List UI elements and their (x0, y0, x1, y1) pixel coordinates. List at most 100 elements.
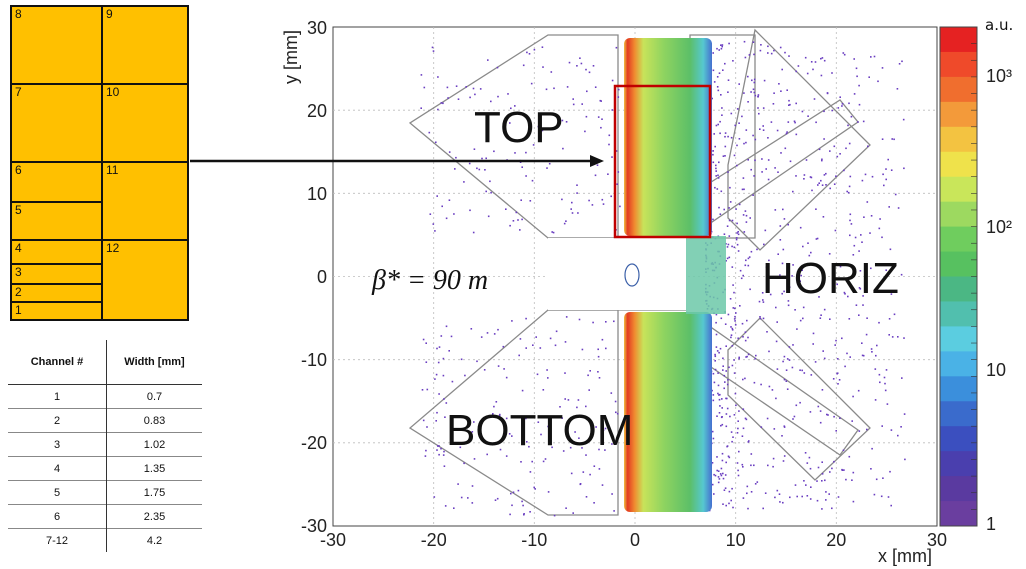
scatter-point (839, 96, 841, 98)
scatter-point (736, 164, 738, 167)
scatter-point (717, 481, 720, 484)
scatter-point (722, 69, 724, 71)
scatter-point (901, 60, 903, 63)
scatter-point (829, 318, 831, 320)
scatter-point (442, 374, 445, 377)
scatter-point (744, 377, 746, 380)
scatter-point (864, 173, 867, 176)
scatter-point (546, 167, 548, 169)
scatter-point (881, 236, 883, 239)
scatter-point (801, 495, 803, 498)
scatter-point (738, 410, 740, 412)
scatter-point (719, 120, 721, 123)
scatter-point (795, 175, 797, 177)
scatter-point (841, 105, 843, 107)
table-cell-width: 1.75 (106, 480, 202, 505)
y-tick-label: -20 (301, 433, 327, 453)
scatter-point (724, 155, 726, 157)
scatter-point (724, 62, 726, 65)
scatter-point (508, 433, 511, 435)
scatter-point (435, 141, 437, 144)
scatter-point (809, 467, 812, 470)
scatter-point (728, 42, 730, 45)
scatter-point (585, 496, 588, 498)
scatter-point (818, 148, 821, 151)
scatter-point (549, 337, 552, 340)
scatter-point (734, 315, 736, 318)
scatter-point (565, 316, 568, 318)
scatter-point (528, 129, 531, 132)
scatter-point (881, 67, 884, 69)
colorbar-segment (940, 351, 977, 377)
scatter-point (758, 300, 761, 303)
scatter-point (748, 440, 750, 442)
scatter-point (836, 372, 838, 375)
scatter-point (799, 369, 801, 371)
colorbar (940, 26, 977, 527)
scatter-point (599, 99, 602, 102)
scatter-point (843, 469, 845, 471)
scatter-point (751, 79, 753, 82)
scatter-point (888, 318, 891, 320)
colorbar-segment (940, 76, 977, 103)
scatter-point (472, 231, 475, 234)
scatter-point (584, 130, 586, 133)
scatter-point (719, 393, 721, 396)
scatter-point (422, 419, 425, 422)
scatter-point (424, 455, 427, 457)
scatter-point (809, 176, 812, 178)
scatter-point (835, 339, 837, 342)
scatter-point (586, 90, 588, 93)
scatter-point (833, 460, 835, 463)
scatter-point (775, 340, 778, 343)
scatter-point (846, 190, 848, 193)
scatter-point (593, 465, 596, 467)
scatter-point (828, 493, 830, 495)
scatter-point (601, 198, 604, 201)
colorbar-unit: a.u. (985, 16, 1013, 34)
scatter-point (487, 59, 489, 61)
scatter-point (725, 425, 728, 428)
scatter-point (754, 357, 756, 360)
scatter-point (420, 74, 423, 76)
scatter-point (716, 469, 718, 472)
scatter-point (823, 357, 826, 360)
scatter-point (853, 244, 856, 247)
scatter-point (571, 201, 573, 204)
scatter-point (520, 461, 522, 463)
scatter-point (764, 229, 767, 232)
scatter-point (795, 404, 798, 407)
scatter-point (440, 335, 443, 337)
y-tick-label: 20 (307, 101, 327, 121)
scatter-point (745, 214, 748, 217)
scatter-point (728, 256, 731, 259)
scatter-point (787, 300, 790, 302)
scatter-point (713, 81, 716, 83)
scatter-point (431, 46, 434, 49)
scatter-point (529, 471, 532, 473)
scatter-point (778, 493, 781, 495)
scatter-point (541, 46, 544, 48)
scatter-point (836, 283, 838, 286)
scatter-point (838, 379, 841, 381)
scatter-point (747, 159, 749, 161)
scatter-point (596, 164, 599, 166)
scatter-point (716, 456, 718, 458)
scatter-point (434, 230, 436, 232)
scatter-point (485, 157, 487, 160)
scatter-point (770, 121, 773, 123)
scatter-point (445, 402, 448, 404)
top-label: TOP (474, 103, 564, 152)
scatter-point (841, 337, 843, 340)
scatter-point (725, 461, 727, 464)
scatter-point (719, 132, 721, 135)
scatter-point (758, 112, 760, 115)
scatter-point (753, 53, 755, 56)
scatter-point (502, 345, 505, 348)
scatter-point (747, 441, 750, 443)
scatter-point (833, 415, 835, 418)
scatter-point (722, 357, 724, 360)
scatter-point (611, 493, 613, 495)
scatter-point (711, 483, 714, 486)
scatter-point (718, 394, 720, 396)
